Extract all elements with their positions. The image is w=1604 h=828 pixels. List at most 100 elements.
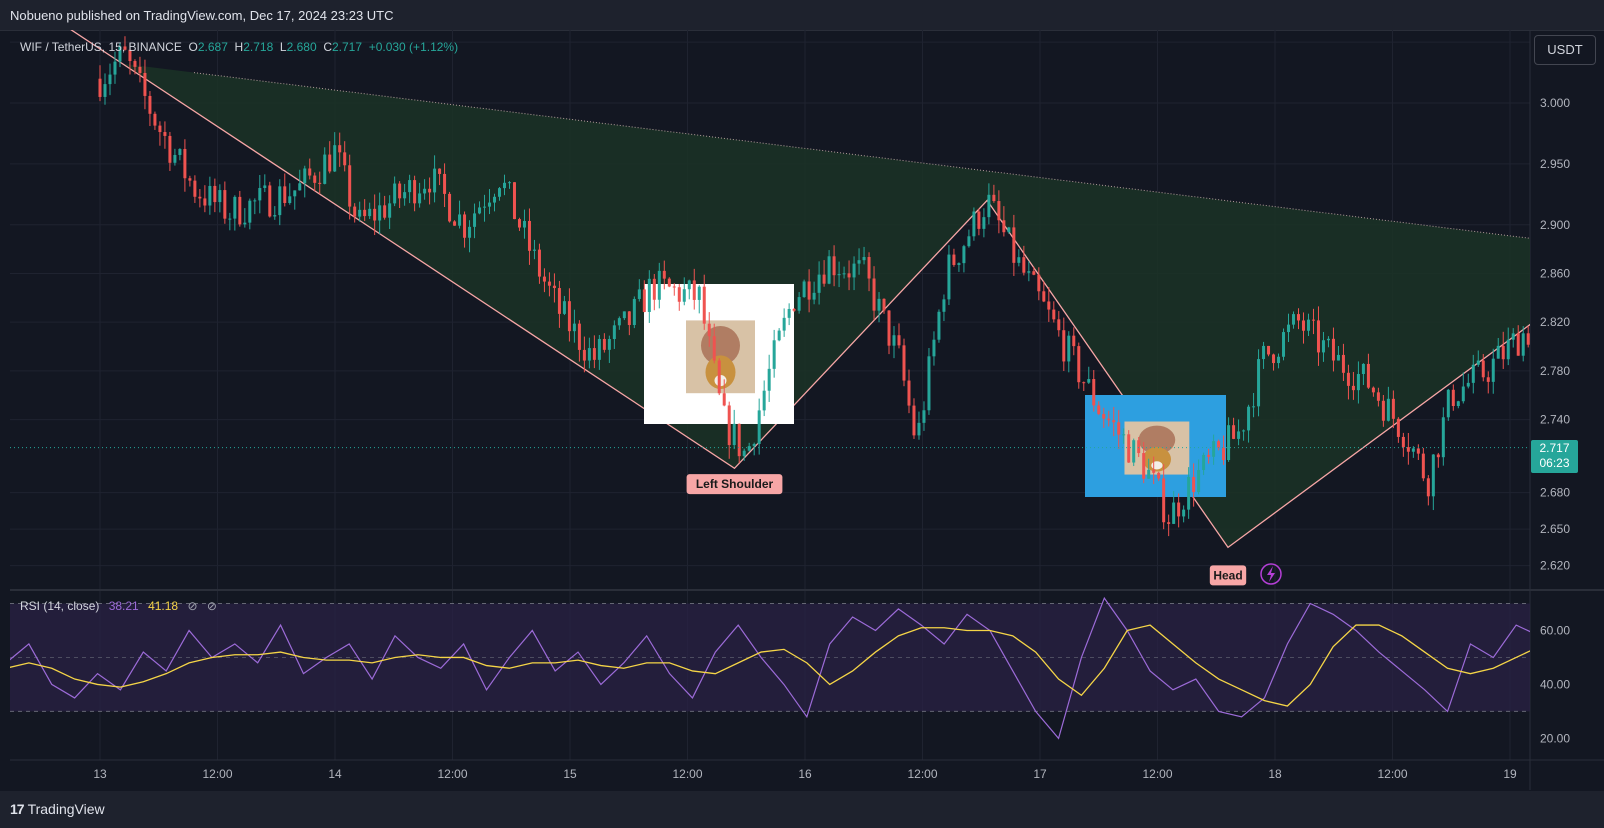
candle-body [542,276,546,282]
candle-body [1132,440,1136,463]
candle-body [932,339,936,357]
candle-body [1446,389,1450,418]
candle-body [1476,360,1480,365]
candle-body [238,196,242,225]
candle-body [1292,314,1296,325]
candle-body [602,338,606,350]
candle-body [198,196,202,199]
rsi-hidden-icon-2[interactable]: ⊘ [206,599,217,613]
open-value: 2.687 [197,40,228,54]
candle-body [1521,333,1525,356]
candle-body [108,74,112,85]
candle-body [1396,418,1400,437]
candle-body [1052,309,1056,320]
candle-body [1361,363,1365,374]
candle-body [378,205,382,221]
candle-body [1532,329,1535,344]
candle-body [1177,502,1181,517]
candle-body [982,217,986,229]
candle-body [318,182,322,184]
candle-body [428,188,432,193]
candle-body [717,360,721,394]
candle-body [882,298,886,311]
candle-body [1516,333,1520,356]
candle-body [1431,454,1435,497]
candle-body [163,132,167,136]
candle-body [792,308,796,311]
candle-body [1572,316,1575,348]
candle-body [512,182,516,220]
tradingview-brand[interactable]: 17 TradingView [10,801,105,817]
candle-body [1526,333,1530,345]
currency-button[interactable]: USDT [1534,35,1596,65]
open-label: O [188,40,198,54]
candle-body [1506,339,1510,360]
candle-body [438,168,442,174]
candle-body [1097,405,1101,415]
candle-body [498,188,501,197]
candle-body [852,263,856,278]
publication-header: Nobueno published on TradingView.com, De… [0,0,1604,31]
candle-body [448,193,452,222]
candle-body [942,299,946,312]
candle-body [877,298,881,311]
low-label: L [279,40,287,54]
candle-body [193,180,197,197]
candle-body [1272,354,1276,364]
candle-body [577,323,581,350]
candle-body [433,168,437,193]
candle-body [702,286,706,324]
candle-body [1421,453,1425,479]
candle-body [552,285,556,289]
candle-body [742,450,746,457]
candle-body [1227,425,1231,461]
candle-body [782,317,786,331]
price-axis-label: 2.650 [1540,522,1570,536]
candle-body [987,194,991,218]
time-axis-label: 14 [328,767,342,781]
price-axis-label: 2.780 [1540,364,1570,378]
rsi-axis-label: 60.00 [1540,623,1570,637]
candle-body [1582,321,1585,336]
candle-body [483,206,487,208]
candle-body [1197,470,1201,493]
rsi-line [10,596,1530,740]
candle-body [652,278,656,300]
footer: 17 TradingView [0,791,1604,828]
candle-body [1356,373,1360,391]
price-axis-label: 2.900 [1540,218,1570,232]
candle-body [862,257,866,261]
candle-body [1501,345,1505,360]
price-axis-label: 2.820 [1540,315,1570,329]
candle-body [323,154,327,184]
candle-body [897,335,901,346]
candle-body [1267,345,1271,355]
candle-body [98,78,102,97]
candle-body [1237,431,1241,439]
candle-body [168,135,172,163]
candle-body [867,257,871,279]
candle-body [388,203,392,218]
candle-body [1436,454,1440,458]
candle-body [1311,319,1315,321]
rsi-ma-line [10,624,1530,707]
candle-body [1187,476,1191,510]
rsi-hidden-icon[interactable]: ⊘ [187,599,198,613]
candle-body [383,205,387,218]
candle-body [408,180,412,193]
candle-body [1376,392,1380,401]
rsi-value: 38.21 [108,599,139,613]
candle-body [567,301,571,332]
candle-body [1441,417,1445,458]
time-axis-label: 13 [93,767,107,781]
candle-body [173,154,177,163]
candle-body [547,281,551,286]
candle-body [223,190,227,219]
candle-body [273,215,277,217]
candle-body [1547,313,1550,314]
candle-body [1366,363,1370,388]
candle-body [298,183,302,191]
candle-body [333,145,337,172]
candle-body [1102,414,1106,419]
